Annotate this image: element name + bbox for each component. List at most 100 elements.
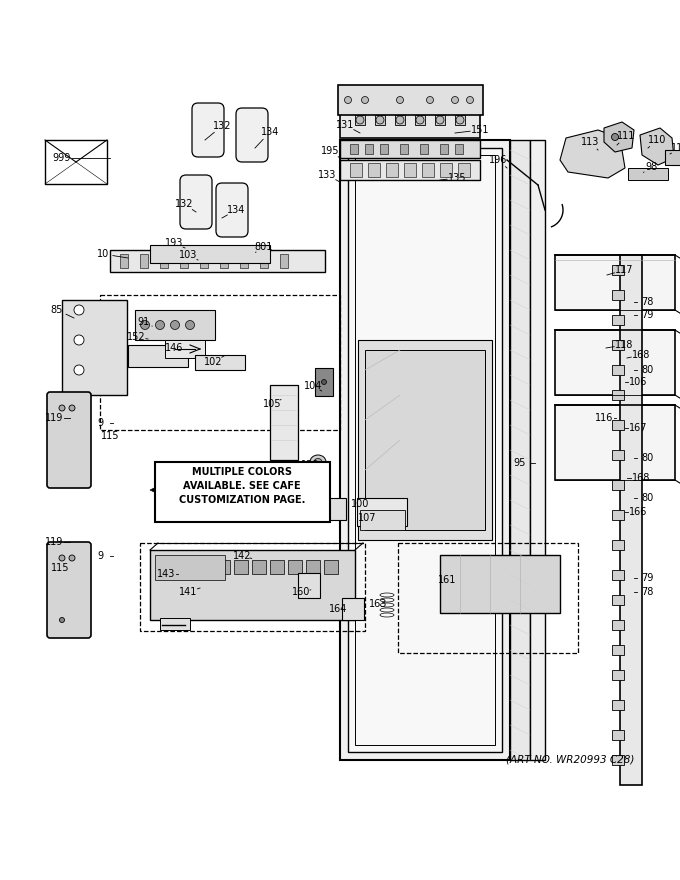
Ellipse shape [376, 116, 384, 124]
Ellipse shape [74, 305, 84, 315]
Bar [612, 620, 624, 630]
Bar [280, 254, 288, 268]
Bar [160, 254, 168, 268]
Text: 113: 113 [581, 137, 599, 147]
Text: 151: 151 [471, 125, 489, 135]
Bar [365, 350, 485, 530]
FancyBboxPatch shape [236, 108, 268, 162]
Text: 196: 196 [489, 155, 507, 165]
Text: CUSTOMIZATION PAGE.: CUSTOMIZATION PAGE. [179, 495, 305, 505]
Ellipse shape [69, 555, 75, 561]
Bar [628, 168, 668, 180]
Ellipse shape [466, 97, 473, 104]
Text: 103: 103 [179, 250, 197, 260]
Bar [140, 543, 365, 631]
FancyBboxPatch shape [216, 183, 248, 237]
Bar [386, 163, 398, 177]
Bar [530, 140, 545, 760]
Bar [358, 340, 492, 540]
Ellipse shape [345, 97, 352, 104]
Bar [350, 144, 358, 154]
Bar [318, 498, 346, 520]
Ellipse shape [310, 471, 326, 485]
Bar [368, 163, 380, 177]
Ellipse shape [74, 365, 84, 375]
Text: 134: 134 [227, 205, 245, 215]
Ellipse shape [426, 97, 434, 104]
Bar [555, 255, 675, 310]
Bar [612, 340, 624, 350]
Bar [340, 140, 510, 760]
Text: 132: 132 [175, 199, 193, 209]
Bar [422, 163, 434, 177]
Bar [216, 560, 230, 574]
Text: 115: 115 [101, 431, 119, 441]
Text: 139: 139 [301, 460, 319, 470]
Text: 140: 140 [312, 513, 330, 523]
Text: 118: 118 [615, 340, 633, 350]
Text: 98: 98 [646, 162, 658, 172]
Bar [355, 115, 365, 125]
Ellipse shape [396, 116, 404, 124]
Bar [612, 570, 624, 580]
Text: 238: 238 [301, 473, 319, 483]
Polygon shape [560, 130, 625, 178]
Bar [135, 310, 215, 340]
Ellipse shape [456, 116, 464, 124]
Bar [260, 254, 268, 268]
Bar [612, 670, 624, 680]
Text: 801: 801 [255, 242, 273, 252]
Bar [50, 545, 88, 635]
Text: (ART NO. WR20993 C28): (ART NO. WR20993 C28) [506, 755, 634, 765]
Bar [612, 315, 624, 325]
Text: 10: 10 [97, 249, 109, 259]
Bar [612, 420, 624, 430]
Bar [620, 255, 642, 785]
Bar [50, 395, 88, 485]
Text: 142: 142 [233, 551, 251, 561]
Bar [440, 144, 448, 154]
Text: 110: 110 [648, 135, 666, 145]
FancyBboxPatch shape [180, 175, 212, 229]
Bar [288, 560, 302, 574]
Bar [120, 254, 128, 268]
Text: 166: 166 [629, 507, 647, 517]
Bar [180, 560, 194, 574]
Bar [612, 645, 624, 655]
Bar [612, 510, 624, 520]
Bar [555, 330, 675, 395]
Ellipse shape [312, 488, 320, 495]
Bar [234, 560, 248, 574]
Text: 164: 164 [329, 604, 347, 614]
Bar [665, 150, 680, 165]
Text: 133: 133 [318, 170, 336, 180]
Text: 168: 168 [632, 473, 650, 483]
Text: 149: 149 [306, 499, 324, 509]
Bar [150, 550, 355, 620]
Bar [315, 368, 333, 396]
Bar [195, 355, 245, 370]
Text: 104: 104 [304, 381, 322, 391]
Bar [128, 345, 188, 367]
Text: 195: 195 [321, 146, 339, 156]
Bar [198, 560, 212, 574]
Text: 79: 79 [641, 310, 653, 320]
Text: 112: 112 [670, 143, 680, 153]
Bar [375, 115, 385, 125]
Bar [612, 595, 624, 605]
Ellipse shape [156, 320, 165, 329]
Ellipse shape [362, 97, 369, 104]
Text: 132: 132 [213, 121, 231, 131]
Text: 193: 193 [165, 238, 183, 248]
Text: 80: 80 [641, 453, 653, 463]
Text: 141: 141 [179, 587, 197, 597]
Text: 111: 111 [617, 131, 635, 141]
Bar [252, 560, 266, 574]
Ellipse shape [356, 116, 364, 124]
Text: 107: 107 [358, 513, 376, 523]
Bar [420, 144, 428, 154]
Ellipse shape [308, 485, 324, 499]
Bar [510, 140, 530, 760]
Bar [180, 254, 188, 268]
Bar [455, 144, 463, 154]
